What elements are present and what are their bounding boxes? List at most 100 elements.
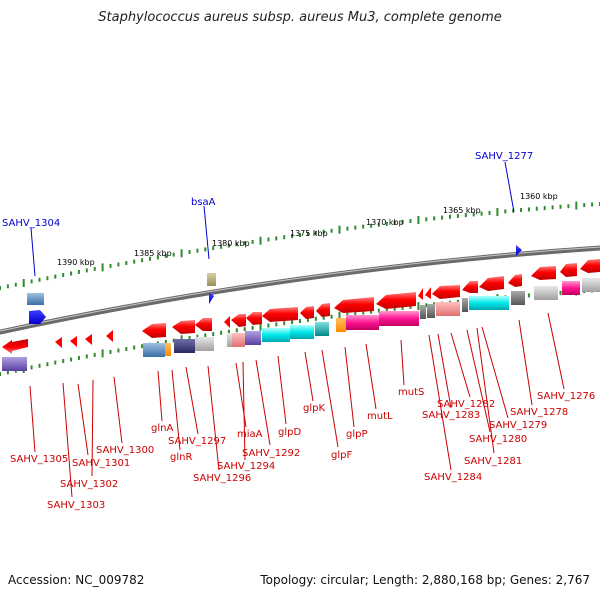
gene-box[interactable]	[262, 328, 290, 342]
label-SAHV_1302[interactable]: SAHV_1302	[60, 479, 118, 490]
label-SAHV_1305[interactable]: SAHV_1305	[10, 454, 68, 465]
gene-arrow[interactable]	[106, 330, 113, 342]
gene-box[interactable]	[379, 311, 419, 326]
label-glpK[interactable]: glpK	[303, 403, 325, 414]
gene-SAHV_1304-box[interactable]	[27, 293, 44, 305]
gene-arrow[interactable]	[462, 281, 478, 293]
label-mutL[interactable]: mutL	[367, 411, 393, 422]
gene-arrow[interactable]	[425, 287, 431, 299]
gene-box[interactable]	[227, 333, 232, 347]
gene-box[interactable]	[290, 325, 314, 339]
gene-arrow[interactable]	[580, 259, 600, 273]
scale-tick	[259, 322, 262, 331]
gene-box[interactable]	[534, 286, 558, 300]
scale-label-1360: 1360 kbp	[520, 192, 558, 201]
gene-arrow[interactable]	[418, 288, 423, 300]
callout-glnR	[171, 369, 181, 451]
label-SAHV_1292[interactable]: SAHV_1292	[242, 448, 300, 459]
gene-box[interactable]	[462, 298, 468, 312]
gene-box[interactable]	[420, 305, 426, 319]
gene-arrow[interactable]	[195, 318, 212, 331]
gene-arrow[interactable]	[560, 263, 577, 277]
gene-box[interactable]	[336, 318, 346, 332]
label-SAHV_1301[interactable]: SAHV_1301	[72, 458, 130, 469]
gene-box[interactable]	[511, 291, 525, 305]
gene-bsaA-arrow[interactable]	[209, 292, 214, 304]
label-SAHV_1276[interactable]: SAHV_1276	[537, 391, 595, 402]
gene-arrow[interactable]	[2, 339, 28, 354]
scale-tick	[314, 230, 317, 235]
gene-SAHV_1277-arrow[interactable]	[516, 245, 522, 256]
gene-arrow[interactable]	[224, 316, 230, 328]
gene-box[interactable]	[174, 339, 195, 353]
gene-arrow[interactable]	[316, 303, 330, 317]
gene-arrow[interactable]	[479, 276, 504, 291]
label-SAHV_1294[interactable]: SAHV_1294	[217, 461, 275, 472]
gene-SAHV_1304-arrow[interactable]	[29, 310, 46, 324]
scale-tick	[362, 224, 365, 229]
scale-tick	[227, 243, 230, 248]
scale-tick	[567, 204, 570, 209]
gene-box[interactable]	[427, 304, 435, 318]
gene-arrow[interactable]	[55, 337, 62, 348]
gene-bsaA-box[interactable]	[207, 273, 216, 286]
gene-box[interactable]	[232, 333, 245, 347]
gene-box[interactable]	[469, 296, 509, 310]
gene-box[interactable]	[562, 281, 580, 295]
label-SAHV_1304[interactable]: SAHV_1304	[2, 218, 60, 229]
label-glpP[interactable]: glpP	[346, 429, 368, 440]
gene-arrow[interactable]	[432, 285, 460, 299]
label-SAHV_1297[interactable]: SAHV_1297	[168, 436, 226, 447]
scale-tick	[212, 332, 215, 337]
gene-box[interactable]	[165, 343, 171, 356]
callout-SAHV_1281	[476, 327, 495, 454]
scale-tick	[527, 207, 530, 212]
gene-box[interactable]	[245, 331, 261, 345]
label-glpD[interactable]: glpD	[278, 427, 301, 438]
gene-arrow[interactable]	[262, 307, 298, 322]
gene-arrow[interactable]	[508, 274, 522, 287]
label-miaA[interactable]: miaA	[237, 429, 263, 440]
callout-SAHV_1283	[437, 333, 452, 409]
label-SAHV_1296[interactable]: SAHV_1296	[193, 473, 251, 484]
gene-arrow[interactable]	[376, 292, 416, 309]
label-glnR[interactable]: glnR	[170, 452, 192, 463]
label-SAHV_1303[interactable]: SAHV_1303	[47, 500, 105, 511]
gene-box[interactable]	[346, 315, 379, 330]
label-SAHV_1280[interactable]: SAHV_1280	[469, 434, 527, 445]
label-SAHV_1283[interactable]: SAHV_1283	[422, 410, 480, 421]
label-SAHV_1281[interactable]: SAHV_1281	[464, 456, 522, 467]
gene-box[interactable]	[2, 357, 27, 371]
label-SAHV_1300[interactable]: SAHV_1300	[96, 445, 154, 456]
label-SAHV_1278[interactable]: SAHV_1278	[510, 407, 568, 418]
label-SAHV_1279[interactable]: SAHV_1279	[489, 420, 547, 431]
gene-arrow[interactable]	[334, 297, 374, 313]
label-SAHV_1284[interactable]: SAHV_1284	[424, 472, 482, 483]
scale-tick	[117, 348, 120, 353]
scale-tick	[322, 229, 325, 234]
scale-tick	[101, 349, 104, 358]
gene-arrow[interactable]	[531, 266, 556, 280]
callout-SAHV_1297	[185, 366, 199, 435]
gene-box[interactable]	[143, 343, 165, 357]
label-glpF[interactable]: glpF	[331, 450, 352, 461]
scale-tick	[488, 210, 491, 215]
gene-arrow[interactable]	[246, 312, 262, 325]
gene-arrow[interactable]	[70, 336, 77, 347]
gene-box[interactable]	[315, 322, 329, 336]
label-glnA[interactable]: glnA	[151, 423, 173, 434]
callout-SAHV_1276	[547, 312, 565, 390]
gene-arrow[interactable]	[172, 320, 195, 334]
label-SAHV_1282[interactable]: SAHV_1282	[437, 399, 495, 410]
label-SAHV_1277[interactable]: SAHV_1277	[475, 151, 533, 162]
gene-arrow[interactable]	[142, 323, 166, 338]
gene-box[interactable]	[436, 302, 460, 316]
label-mutS[interactable]: mutS	[398, 387, 424, 398]
gene-arrow[interactable]	[85, 334, 92, 345]
gene-arrow[interactable]	[300, 306, 314, 319]
label-bsaA[interactable]: bsaA	[191, 197, 216, 208]
gene-arrow[interactable]	[231, 314, 246, 327]
gene-box[interactable]	[582, 278, 600, 292]
scale-tick	[496, 208, 499, 217]
gene-box[interactable]	[195, 337, 214, 351]
